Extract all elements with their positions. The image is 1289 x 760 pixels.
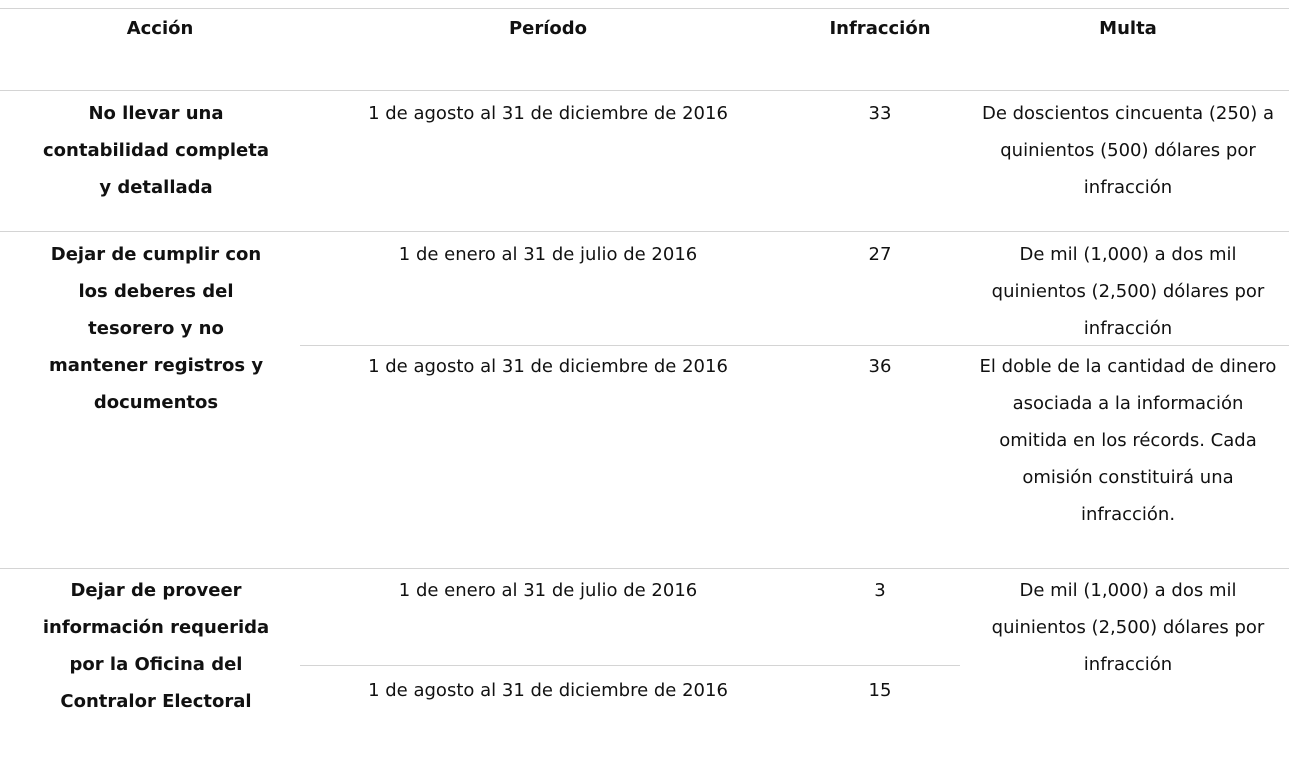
multa-cell: El doble de la cantidad de dinero asocia… — [979, 356, 1277, 525]
infraccion-cell: 3 — [874, 580, 886, 601]
rule — [300, 665, 960, 666]
rule — [300, 345, 1289, 346]
periodo-cell: 1 de agosto al 31 de diciembre de 2016 — [368, 103, 728, 124]
periodo-cell: 1 de agosto al 31 de diciembre de 2016 — [368, 356, 728, 377]
infraccion-cell: 33 — [868, 103, 892, 124]
periodo-cell: 1 de enero al 31 de julio de 2016 — [398, 580, 698, 601]
header-cell: Infracción — [829, 18, 931, 39]
rule — [0, 8, 1289, 9]
multa-cell: De mil (1,000) a dos mil quinientos (2,5… — [991, 580, 1265, 675]
accion-cell: Dejar de cumplir con los deberes del tes… — [48, 244, 264, 413]
accion-cell: Dejar de proveer información requerida p… — [42, 580, 270, 712]
header-cell: Multa — [1099, 18, 1157, 39]
rule — [0, 90, 1289, 91]
rule — [0, 231, 1289, 232]
infraccion-cell: 27 — [868, 244, 892, 265]
periodo-cell: 1 de enero al 31 de julio de 2016 — [398, 244, 698, 265]
accion-cell: No llevar una contabilidad completa y de… — [43, 103, 269, 198]
header-cell: Período — [508, 18, 588, 39]
rule — [0, 568, 1289, 569]
multa-cell: De mil (1,000) a dos mil quinientos (2,5… — [991, 244, 1265, 339]
infraccion-cell: 36 — [868, 356, 892, 377]
multa-cell: De doscientos cincuenta (250) a quinient… — [981, 103, 1275, 198]
header-cell: Acción — [126, 18, 194, 39]
periodo-cell: 1 de agosto al 31 de diciembre de 2016 — [368, 680, 728, 701]
infraccion-cell: 15 — [868, 680, 892, 701]
